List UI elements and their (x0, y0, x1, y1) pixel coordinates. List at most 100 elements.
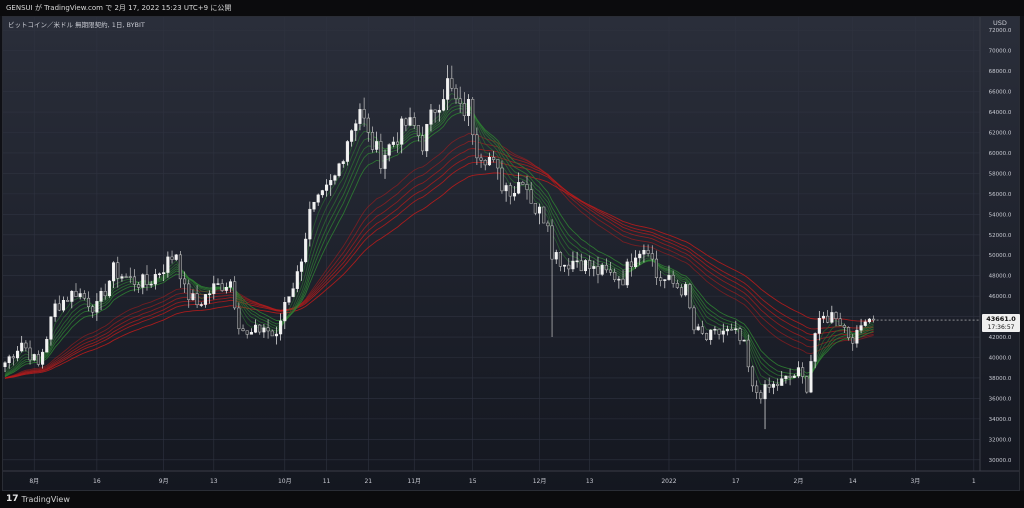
candle-body (713, 328, 717, 331)
candle-body (57, 303, 61, 311)
candle-body (458, 98, 462, 104)
candle-body (212, 283, 216, 294)
candle-body (320, 190, 324, 196)
candle-body (709, 329, 713, 340)
candle-body (617, 278, 621, 281)
candle-body (512, 192, 517, 197)
candle-body (575, 260, 579, 263)
candle-body (20, 342, 24, 352)
slow-ema-line (4, 161, 874, 379)
candle-body (149, 283, 153, 286)
candle-body (358, 109, 362, 124)
price-axis[interactable]: 30000.0 32000.0 34000.0 36000.0 38000.0 40000… (989, 28, 1012, 464)
price-tick-label: 72000.0 (989, 28, 1012, 34)
candle-body (475, 134, 479, 159)
last-price-tag: 43661.0 17:36:57 (982, 314, 1020, 333)
candle-body (124, 276, 128, 278)
candle-body (471, 99, 475, 136)
candle-body (400, 118, 404, 145)
candle-body (671, 274, 675, 284)
candle-body (750, 366, 755, 387)
price-tick-label: 38000.0 (989, 376, 1012, 382)
time-tick-label: 2月 (794, 478, 804, 485)
candle-body (28, 347, 32, 361)
last-price-value: 43661.0 (986, 315, 1016, 323)
candle-body (851, 337, 855, 344)
candle-body (174, 254, 178, 260)
candle-body (529, 189, 533, 204)
candle-body (834, 312, 838, 320)
candle-body (312, 201, 316, 210)
candle-body (7, 356, 11, 363)
candle-body (299, 261, 304, 272)
candle-body (525, 184, 529, 190)
candle-body (583, 260, 588, 272)
candle-body (872, 318, 876, 321)
candle-body (792, 375, 796, 378)
candle-body (262, 327, 266, 333)
candle-body (379, 141, 383, 169)
time-tick-label: 15 (469, 478, 477, 485)
candle-body (170, 256, 174, 260)
candle-body (533, 203, 537, 214)
time-axis[interactable]: 8月 16 9月 13 10月 11 21 11月 15 12月 13 2022 17 2月 14 3月 1 (29, 478, 976, 485)
candle-body (483, 160, 487, 166)
time-tick-label: 12月 (533, 478, 547, 485)
candle-body (705, 333, 709, 340)
candle-body (734, 328, 738, 330)
candle-body (195, 293, 199, 306)
candle-body (613, 272, 617, 280)
tradingview-logo[interactable]: 17 TradingView (6, 494, 70, 504)
candle-body (847, 327, 851, 339)
candle-body (863, 321, 867, 326)
candle-body (796, 367, 800, 377)
price-tick-label: 30000.0 (989, 458, 1012, 464)
candle-body (91, 306, 95, 313)
candle-body (350, 130, 354, 142)
candle-body (563, 264, 567, 267)
slow-ema-line (4, 172, 874, 379)
candle-body (24, 342, 28, 349)
candle-body (867, 318, 871, 323)
candle-body (554, 252, 558, 260)
candle-body (755, 385, 759, 393)
time-tick-label: 17 (732, 478, 740, 485)
candle-body (479, 157, 483, 161)
candle-body (120, 276, 124, 279)
candle-body (220, 283, 224, 291)
candle-body (208, 293, 212, 295)
candle-body (437, 109, 441, 113)
candle-body (157, 273, 162, 276)
candle-body (3, 362, 7, 368)
footer-bar (0, 491, 1024, 508)
price-tick-label: 68000.0 (989, 69, 1012, 75)
candle-body (178, 254, 182, 280)
candle-body (283, 301, 287, 322)
candle-body (107, 280, 111, 297)
bar-countdown: 17:36:57 (988, 324, 1015, 331)
candle-body (571, 260, 575, 270)
time-tick-label: 14 (849, 478, 857, 485)
candle-body (404, 118, 408, 126)
fast-ema-line (4, 105, 874, 379)
candle-body (604, 264, 608, 271)
candle-body (746, 339, 750, 368)
moving-average-ribbons (4, 92, 874, 387)
candle-body (375, 141, 379, 150)
price-tick-label: 60000.0 (989, 151, 1012, 157)
candle-body (546, 222, 550, 227)
candle-body (646, 250, 650, 254)
candle-body (742, 339, 746, 342)
candle-body (416, 125, 420, 136)
candle-body (387, 144, 391, 156)
candle-body (237, 307, 241, 329)
candle-body (421, 135, 425, 152)
candle-body (721, 330, 725, 335)
candle-body (128, 276, 132, 278)
candle-body (588, 260, 592, 269)
candle-body (137, 284, 141, 288)
candle-body (441, 99, 446, 111)
candle-body (696, 326, 700, 331)
candle-body (354, 123, 358, 131)
